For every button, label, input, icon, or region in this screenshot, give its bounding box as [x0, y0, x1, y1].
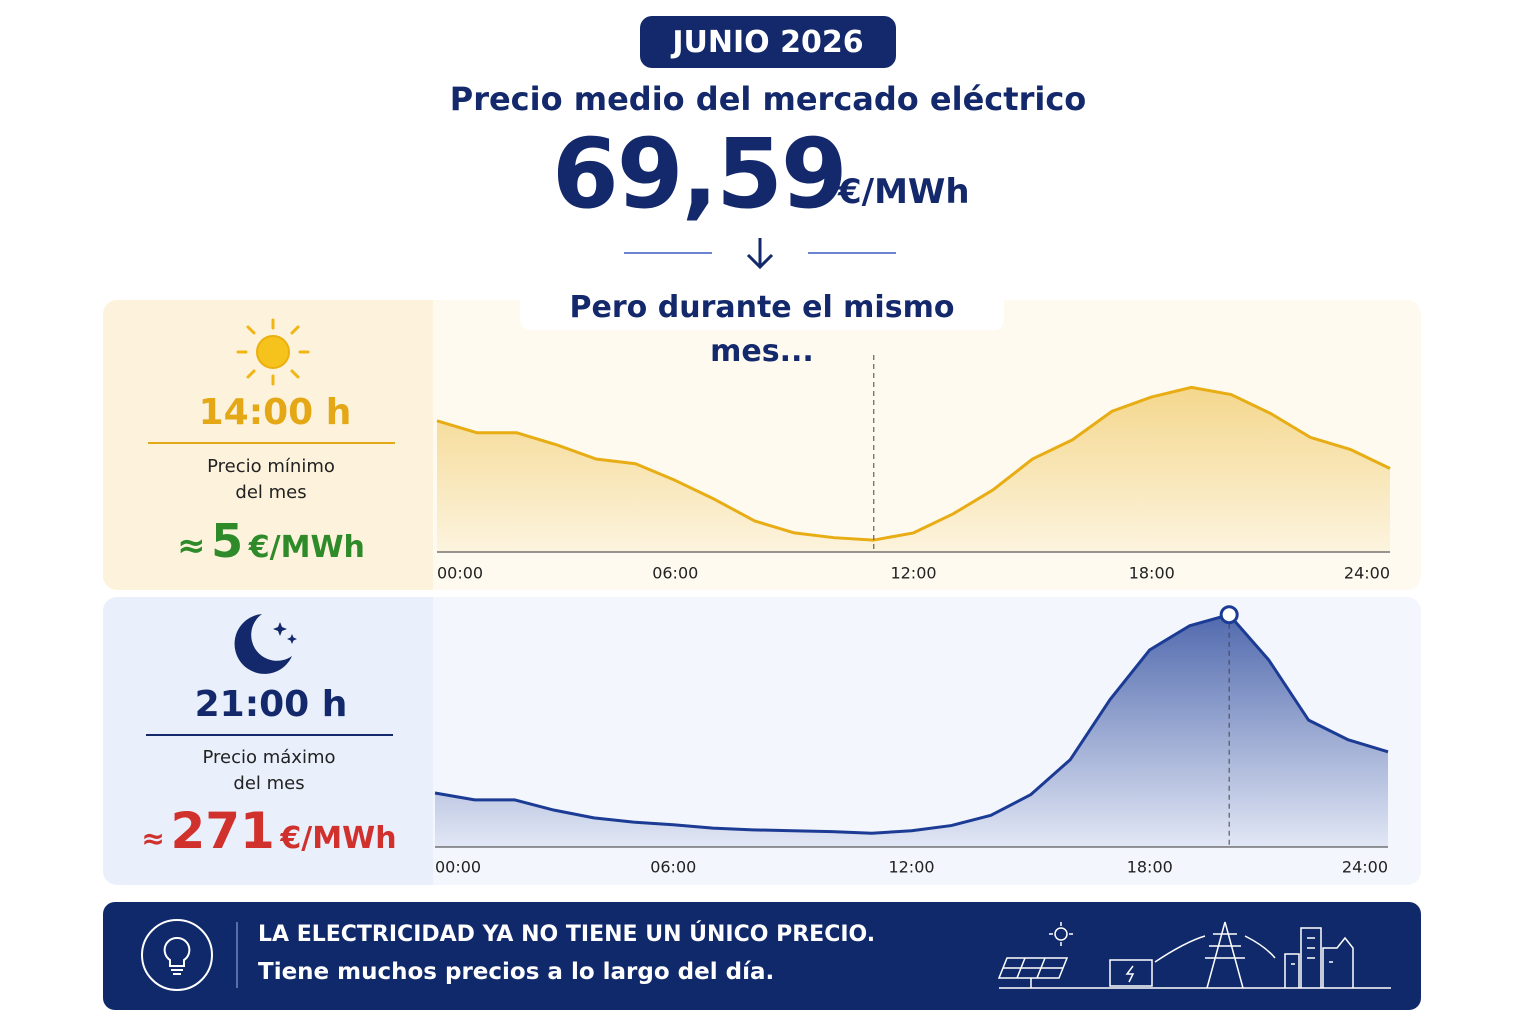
x-tick-label: 18:00	[1127, 858, 1173, 877]
line	[436, 385, 1391, 542]
min-label-2: del mes	[235, 482, 307, 503]
footer-banner	[103, 902, 1421, 1010]
average-unit: €/MWh	[838, 172, 970, 212]
energy-icons	[997, 921, 1391, 989]
peak-marker	[1219, 605, 1239, 625]
max-label-1: Precio máximo	[202, 747, 336, 768]
average-price: 69,59	[552, 118, 848, 230]
max-unit: €/MWh	[280, 821, 397, 856]
x-tick-label: 06:00	[652, 564, 698, 583]
approx: ≈	[141, 822, 165, 855]
max-value: ≈ 271 €/MWh	[104, 802, 434, 860]
x-tick-label: 12:00	[888, 858, 934, 877]
moon-icon	[234, 614, 297, 674]
min-value: ≈ 5 €/MWh	[106, 514, 436, 568]
min-unit: €/MWh	[248, 530, 365, 565]
max-side	[103, 597, 433, 885]
x-tick-label: 06:00	[650, 858, 696, 877]
min-rule	[148, 442, 395, 444]
x-tick-label: 24:00	[1342, 858, 1388, 877]
bulb-icon	[141, 919, 213, 991]
headline: Precio medio del mercado eléctrico	[449, 80, 1087, 118]
max-time: 21:00 h	[194, 684, 348, 725]
footer-line-1: LA ELECTRICIDAD YA NO TIENE UN ÚNICO PRE…	[258, 922, 876, 947]
max-number: 271	[170, 802, 275, 860]
footer-divider	[236, 922, 238, 988]
area	[435, 614, 1388, 847]
x-tick-label: 18:00	[1129, 564, 1175, 583]
min-label-1: Precio mínimo	[207, 456, 335, 477]
x-tick-label: 24:00	[1344, 564, 1390, 583]
approx: ≈	[177, 526, 206, 566]
min-chart: 00:00 06:00 12:00 18:00 24:00	[436, 355, 1391, 583]
max-chart: 00:00 06:00 12:00 18:00 24:00	[434, 605, 1389, 877]
transition-text: Pero durante el mismo mes...	[520, 286, 1004, 369]
divider-arrow	[624, 238, 896, 270]
month-badge: JUNIO 2026	[640, 16, 896, 68]
area	[437, 387, 1390, 552]
min-number: 5	[211, 514, 244, 568]
x-tick-label: 12:00	[890, 564, 936, 583]
x-tick-label: 00:00	[435, 858, 481, 877]
min-time: 14:00 h	[198, 392, 352, 433]
x-tick-label: 00:00	[437, 564, 483, 583]
footer-line-2: Tiene muchos precios a lo largo del día.	[258, 959, 775, 985]
sun-icon	[236, 318, 310, 386]
max-rule	[146, 734, 393, 736]
max-label-2: del mes	[233, 773, 305, 794]
